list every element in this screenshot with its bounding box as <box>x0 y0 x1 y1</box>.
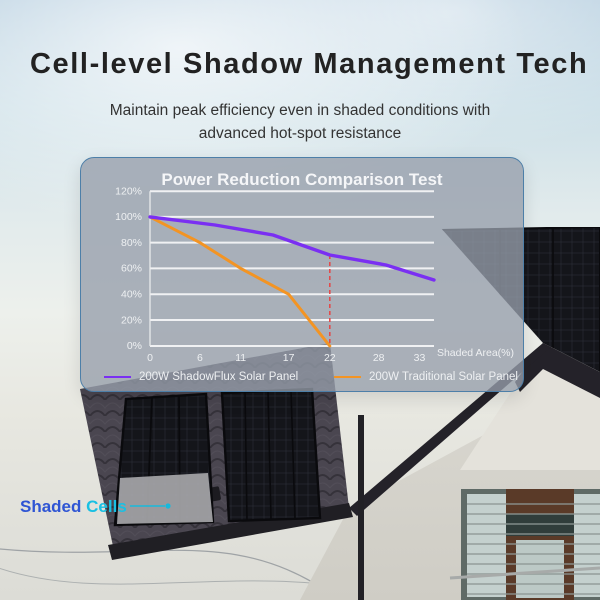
svg-text:80%: 80% <box>121 237 142 249</box>
svg-text:17: 17 <box>283 352 295 364</box>
svg-text:60%: 60% <box>121 263 142 275</box>
svg-text:33: 33 <box>414 352 426 364</box>
svg-text:0%: 0% <box>127 340 142 352</box>
svg-text:120%: 120% <box>115 186 142 198</box>
svg-text:28: 28 <box>373 352 385 364</box>
svg-text:6: 6 <box>197 352 203 364</box>
svg-text:Shaded Area(%): Shaded Area(%) <box>437 347 514 359</box>
svg-text:22: 22 <box>324 352 336 364</box>
svg-text:100%: 100% <box>115 211 142 223</box>
svg-text:11: 11 <box>235 352 246 364</box>
svg-text:0: 0 <box>147 352 153 364</box>
svg-text:20%: 20% <box>121 314 142 326</box>
svg-text:40%: 40% <box>121 289 142 301</box>
